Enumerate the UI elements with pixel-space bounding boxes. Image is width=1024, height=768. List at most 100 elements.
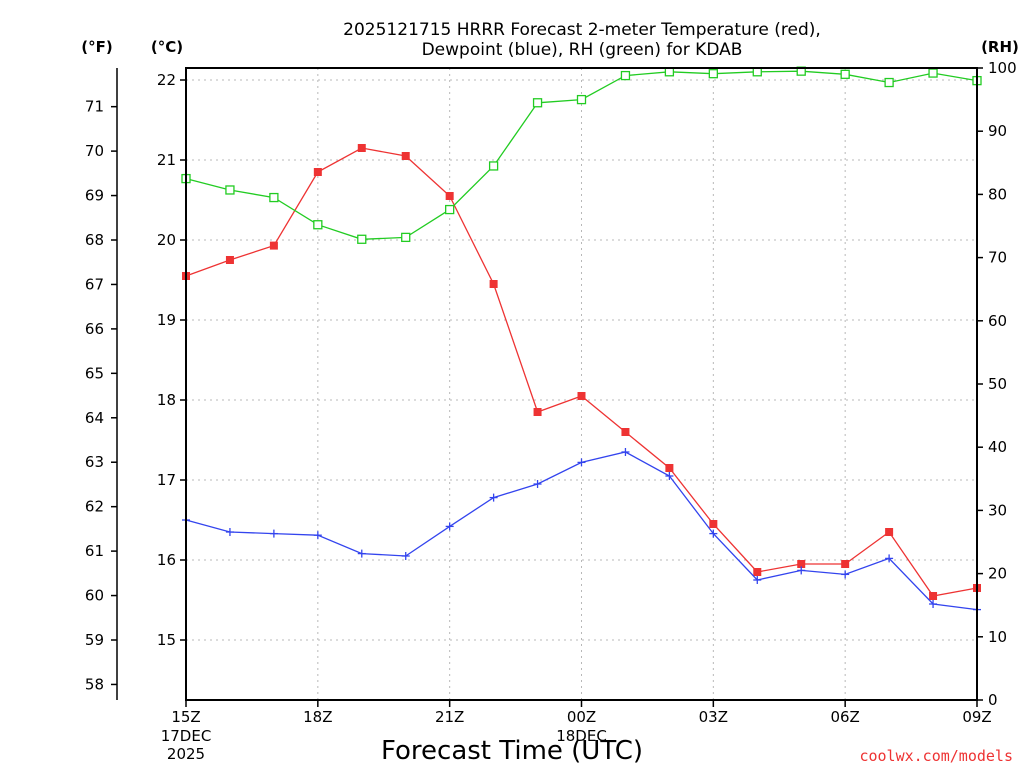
rh-data-point <box>269 192 279 203</box>
rh-data-point <box>401 232 411 243</box>
rh-data-point <box>840 69 850 79</box>
rh-tick-label: 60 <box>988 312 1007 330</box>
rh-data-point <box>532 98 543 108</box>
dewpoint-data-point <box>709 529 718 538</box>
rh-tick-label: 50 <box>988 375 1007 393</box>
x-tick-label: 03Z <box>699 708 728 726</box>
rh-unit-label: (RH) <box>981 38 1019 56</box>
x-tick-date-label: 18DEC <box>556 727 607 745</box>
rh-tick-label: 80 <box>988 185 1007 203</box>
rh-data-point <box>445 204 455 215</box>
fahrenheit-unit-label: (°F) <box>81 38 112 56</box>
fahrenheit-tick-label: 63 <box>85 453 104 471</box>
temperature-data-point <box>929 592 938 600</box>
grid-lines <box>186 68 977 700</box>
celsius-tick-label: 21 <box>157 151 176 169</box>
celsius-tick-label: 20 <box>157 231 176 249</box>
dewpoint-data-point <box>753 576 762 584</box>
fahrenheit-tick-label: 60 <box>85 587 104 605</box>
rh-data-point <box>708 69 718 79</box>
dewpoint-data-point <box>401 552 410 560</box>
fahrenheit-tick-label: 69 <box>85 187 104 205</box>
rh-tick-label: 0 <box>988 691 998 709</box>
rh-tick-label: 40 <box>988 438 1007 456</box>
temperature-data-point <box>753 568 762 576</box>
x-tick-year-label: 2025 <box>167 745 205 763</box>
celsius-unit-label: (°C) <box>151 38 183 56</box>
credit-link[interactable]: coolwx.com/models <box>859 747 1013 765</box>
temperature-data-point <box>797 560 806 568</box>
x-axis-title: Forecast Time (UTC) <box>381 736 643 766</box>
temperature-data-point <box>621 428 630 436</box>
celsius-tick-label: 22 <box>157 71 176 89</box>
dewpoint-data-point <box>445 522 454 531</box>
temperature-data-point <box>445 192 454 200</box>
temperature-data-point <box>709 520 718 528</box>
dewpoint-data-point <box>841 570 850 579</box>
dewpoint-data-point <box>489 493 498 502</box>
rh-data-point <box>928 68 938 78</box>
x-tick-label: 21Z <box>435 708 464 726</box>
temperature-data-point <box>357 144 366 152</box>
rh-data-point <box>884 77 894 88</box>
dewpoint-data-point <box>929 600 938 608</box>
x-tick-date-label: 17DEC <box>161 727 212 745</box>
x-tick-label: 18Z <box>303 708 332 726</box>
celsius-tick-label: 17 <box>157 471 176 489</box>
rh-data-point <box>313 220 323 230</box>
rh-tick-label: 90 <box>988 122 1007 140</box>
rh-data-point <box>488 161 499 171</box>
dewpoint-data-point <box>533 480 542 488</box>
celsius-tick-label: 19 <box>157 311 176 329</box>
x-tick-label: 06Z <box>830 708 859 726</box>
rh-tick-label: 30 <box>988 501 1007 519</box>
dewpoint-data-point <box>885 554 894 563</box>
dewpoint-data-point <box>269 529 278 538</box>
rh-tick-label: 100 <box>988 59 1017 77</box>
celsius-tick-label: 18 <box>157 391 176 409</box>
dewpoint-data-point <box>665 472 674 480</box>
fahrenheit-tick-label: 71 <box>85 98 104 116</box>
dewpoint-data-point <box>225 528 234 536</box>
fahrenheit-tick-label: 62 <box>85 498 104 516</box>
celsius-tick-label: 15 <box>157 631 176 649</box>
rh-data-point <box>357 234 367 244</box>
chart-title-line1: 2025121715 HRRR Forecast 2-meter Tempera… <box>343 20 821 40</box>
dewpoint-data-point <box>313 531 322 540</box>
axes: 58 59 60 61 62 63 64 65 66 67 68 69 70 71 15 16 17 18 19 20… <box>85 59 1017 763</box>
fahrenheit-tick-label: 58 <box>85 675 104 693</box>
chart-title-line2: Dewpoint (blue), RH (green) for KDAB <box>422 40 743 60</box>
x-tick-label: 09Z <box>962 708 991 726</box>
temperature-data-point <box>533 408 542 416</box>
temperature-data-point <box>269 241 278 250</box>
celsius-tick-label: 16 <box>157 551 176 569</box>
fahrenheit-tick-label: 65 <box>85 364 104 382</box>
fahrenheit-tick-label: 59 <box>85 631 104 649</box>
temperature-data-point <box>225 256 234 264</box>
temperature-data-point <box>577 392 586 400</box>
x-tick-label: 15Z <box>171 708 200 726</box>
rh-data-point <box>620 70 631 81</box>
fahrenheit-tick-label: 61 <box>85 542 104 560</box>
rh-data-point <box>225 185 235 195</box>
rh-data-point <box>576 94 587 105</box>
fahrenheit-tick-label: 66 <box>85 320 104 338</box>
fahrenheit-tick-label: 67 <box>85 275 104 293</box>
temperature-data-point <box>665 464 674 472</box>
temperature-data-point <box>313 168 322 176</box>
fahrenheit-tick-label: 68 <box>85 231 104 249</box>
temperature-data-point <box>401 152 410 160</box>
dewpoint-data-point <box>577 458 586 467</box>
dewpoint-data-point <box>621 448 630 456</box>
x-tick-label: 00Z <box>567 708 596 726</box>
rh-tick-label: 20 <box>988 565 1007 583</box>
temperature-data-point <box>885 528 894 536</box>
dewpoint-data-point <box>357 549 366 558</box>
dewpoint-data-point <box>797 566 806 575</box>
plot-frame <box>185 67 978 701</box>
fahrenheit-tick-label: 70 <box>85 142 104 160</box>
temperature-data-point <box>841 560 850 568</box>
rh-tick-label: 70 <box>988 249 1007 267</box>
temperature-data-point <box>489 280 498 288</box>
